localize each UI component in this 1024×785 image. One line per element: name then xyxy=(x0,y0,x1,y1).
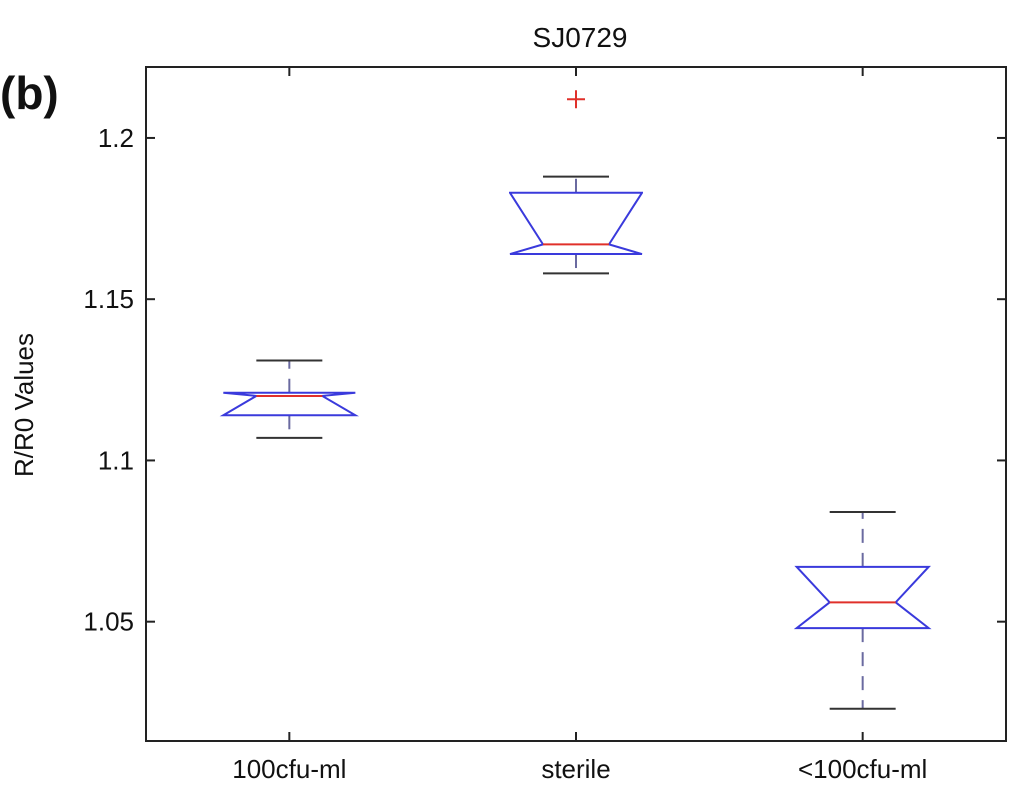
x-tick-label: 100cfu-ml xyxy=(232,754,346,784)
x-tick-label: <100cfu-ml xyxy=(798,754,927,784)
box-marks xyxy=(219,90,932,710)
y-tick-label: 1.15 xyxy=(83,284,134,314)
notched-box xyxy=(793,565,932,630)
y-tick-label: 1.2 xyxy=(98,123,134,153)
notched-box xyxy=(509,191,643,256)
box-group-1 xyxy=(509,90,643,275)
y-axis-label: R/R0 Values xyxy=(9,333,39,477)
panel-label: (b) xyxy=(0,67,59,119)
chart-title: SJ0729 xyxy=(533,22,628,53)
x-tick-label: sterile xyxy=(541,754,610,784)
y-tick-label: 1.1 xyxy=(98,445,134,475)
box-group-2 xyxy=(793,511,932,710)
y-tick-label: 1.05 xyxy=(83,607,134,637)
plot-frame xyxy=(145,66,1007,742)
outlier-marker xyxy=(567,90,585,109)
axes: 1.05 1.1 1.15 1.2 100cfu-ml sterile <100cfu-ml xyxy=(83,66,1007,784)
box-group-0 xyxy=(219,359,360,439)
